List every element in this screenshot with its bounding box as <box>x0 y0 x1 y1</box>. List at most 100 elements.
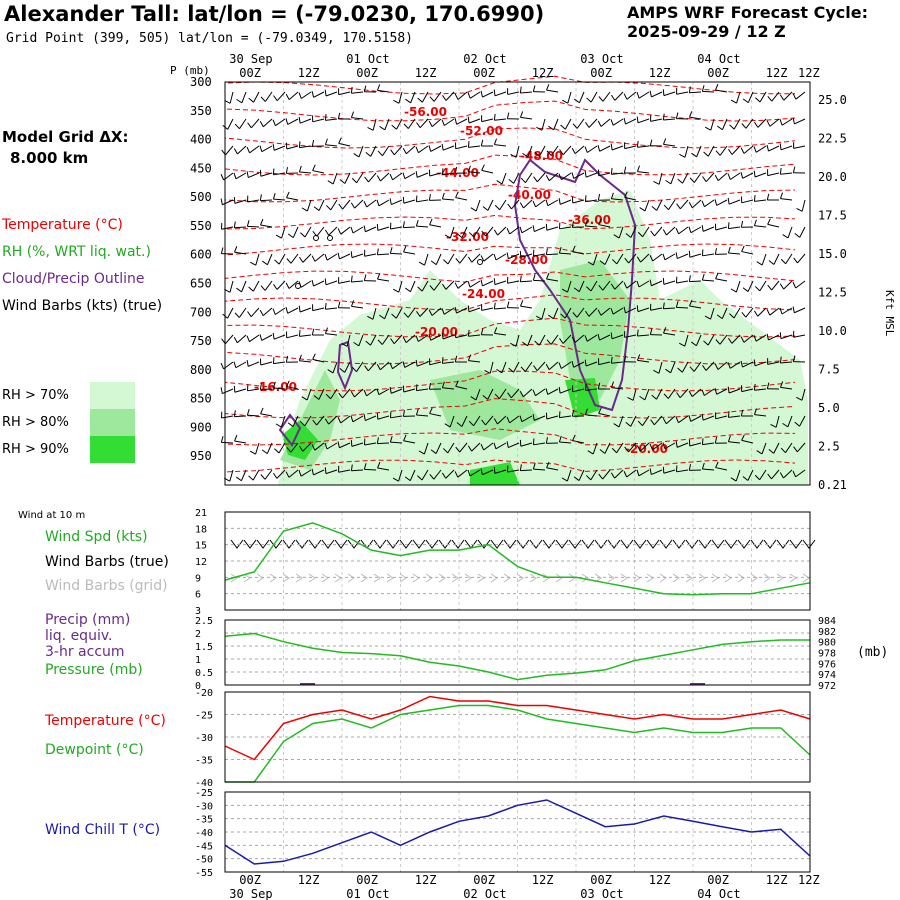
precip-tick: 2 <box>195 629 201 640</box>
wind-barb-flag <box>689 111 693 118</box>
wind-barb <box>494 199 507 211</box>
wind-barb <box>792 166 806 174</box>
wind-barb-shaft <box>433 91 442 102</box>
wind-barb-shaft <box>339 442 351 449</box>
wind-barb-flag <box>441 357 444 364</box>
wind-barb-flag <box>298 445 304 452</box>
pressure-right-tick: 974 <box>818 670 836 681</box>
wind-barb-flag <box>677 178 683 184</box>
wind-barb <box>480 468 494 476</box>
wind-barb-shaft <box>247 414 260 417</box>
wind-barb-shaft <box>499 199 507 211</box>
wind-barb <box>662 302 676 310</box>
wind-barb-flag <box>741 245 745 252</box>
wind-barb-shaft <box>585 414 598 417</box>
wind-barb <box>324 442 338 450</box>
pressure-tick: 500 <box>190 190 212 204</box>
wind-barb-shaft <box>266 253 273 265</box>
temperature-contour-label: -52.00 <box>460 124 503 138</box>
wind-barb <box>403 245 416 255</box>
wind-barb-shaft <box>598 412 611 417</box>
wind-barb-shaft <box>715 89 728 93</box>
wind-barb <box>480 139 494 147</box>
wind-barb <box>508 172 520 184</box>
top-date-label: 04 Oct <box>697 52 740 66</box>
wind-barb-flag <box>532 200 537 208</box>
wind-barb <box>624 331 637 338</box>
wind-barb <box>742 469 754 481</box>
wind-barb-shaft <box>377 278 390 282</box>
wind-barb-flag <box>337 112 341 120</box>
wind-barb-shaft <box>221 226 234 230</box>
wind-barb-shaft <box>507 118 520 120</box>
wind-barb <box>311 91 325 98</box>
wind-barb-flag <box>221 411 223 419</box>
wind-barb-shaft <box>507 469 520 473</box>
wind-barb-shaft <box>534 226 546 233</box>
wind-barb-flag <box>324 89 327 97</box>
wind-barb-shaft <box>567 280 572 293</box>
wind-barb-flag <box>415 408 419 416</box>
wind-barb-flag <box>729 124 735 130</box>
wind-barb <box>506 301 520 309</box>
wind-barb-flag <box>313 395 320 400</box>
wind-barb <box>507 88 520 95</box>
wind-barb <box>285 167 299 174</box>
wind-barb-shaft <box>260 224 273 228</box>
wind-barb-flag <box>350 464 353 471</box>
wind-barb-flag <box>454 282 459 289</box>
wind-speed-tick: 15 <box>195 541 207 552</box>
wind-barb-shaft <box>442 172 455 176</box>
wind-barb-flag <box>272 332 275 340</box>
wind-barb <box>688 439 702 447</box>
wind-barb-shaft <box>351 117 364 120</box>
wind-barb-shaft <box>715 442 728 444</box>
wind-barb-shaft <box>654 226 663 237</box>
wind-barb <box>753 307 767 317</box>
wind-barb-shaft <box>469 91 481 99</box>
wind-barb-shaft <box>469 469 481 477</box>
wind-barb-flag <box>715 150 721 156</box>
wind-barb <box>415 408 429 417</box>
wind-barb-flag <box>779 283 785 290</box>
wind-barb-shaft <box>630 415 637 427</box>
wind-barb-flag <box>248 286 254 292</box>
wind-barb-flag <box>481 115 483 122</box>
wind-barb-flag <box>598 284 604 291</box>
wind-barb <box>714 388 728 395</box>
surface-wind-barb-grid <box>776 573 784 583</box>
wind-barb-flag <box>649 468 652 475</box>
rh-swatch <box>90 382 135 409</box>
wind-barb-shaft <box>318 388 325 400</box>
wind-barb-flag <box>796 396 803 401</box>
bottom-hour-label: 12Z <box>766 873 788 887</box>
wind-barb-flag <box>493 467 496 474</box>
wind-barb-flag <box>506 112 510 119</box>
wind-barb <box>571 196 585 204</box>
wind-barb-flag <box>519 415 523 422</box>
wind-barb <box>298 91 312 99</box>
wind-barb-flag <box>259 334 263 341</box>
wind-barb <box>639 199 650 212</box>
surface-wind-barb-true <box>633 539 647 549</box>
wind-barb-flag <box>430 260 437 266</box>
wind-barb-flag <box>311 279 315 287</box>
wind-barb-shaft <box>797 253 806 264</box>
wind-barb-shaft <box>755 145 767 153</box>
wind-barb-flag <box>393 99 400 104</box>
wind-barb-flag <box>444 234 451 239</box>
wind-barb <box>623 166 637 174</box>
wind-barb <box>444 226 455 239</box>
wind-barb-shaft <box>351 469 364 472</box>
pressure-right-tick: 972 <box>818 681 836 692</box>
wind-barb-flag <box>727 197 730 205</box>
wind-barb-flag <box>598 473 604 480</box>
rh-area-4 <box>282 420 318 460</box>
wind-barb-flag <box>338 137 342 144</box>
wind-barb-shaft <box>381 334 390 345</box>
wind-barb-flag <box>613 234 620 239</box>
wind-barb <box>715 412 728 420</box>
wind-barb-flag <box>662 302 665 309</box>
temperature-line <box>224 695 811 761</box>
wind-barb-flag <box>298 305 301 313</box>
